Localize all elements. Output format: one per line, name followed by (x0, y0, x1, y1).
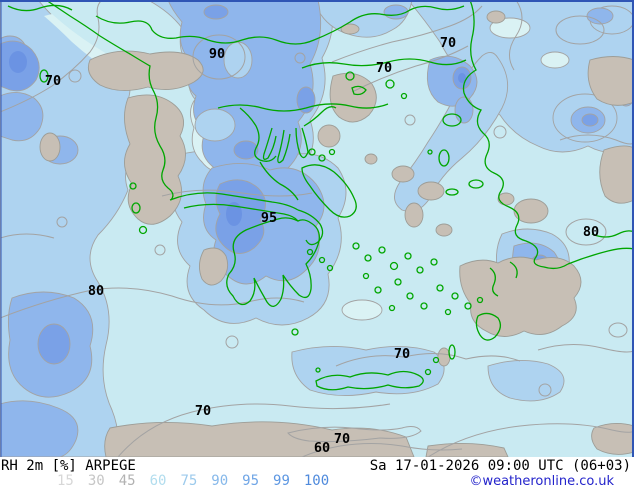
map-frame (0, 0, 634, 457)
contour-label: 90 (209, 46, 225, 62)
contour-label: 60 (314, 440, 330, 456)
copyright-link[interactable]: ©weatheronline.co.uk (469, 474, 614, 489)
datetime-label: Sa 17-01-2026 09:00 UTC (06+03) (369, 458, 631, 474)
contour-label: 80 (88, 283, 104, 299)
legend-value: 90 (211, 473, 229, 489)
contour-line-layer (0, 0, 634, 457)
product-label: RH 2m [%] ARPEGE (1, 458, 136, 474)
legend-value: 100 (303, 473, 330, 489)
coastline-layer (7, 0, 634, 391)
legend-value: 30 (87, 473, 105, 489)
contour-label: 70 (394, 346, 410, 362)
humidity-legend: 15 30 45 60 75 90 95 99 100 (57, 473, 329, 489)
humidity-fill-layer (0, 0, 634, 457)
legend-value: 75 (180, 473, 198, 489)
map-area: 70 90 70 70 95 80 80 70 70 70 60 (0, 0, 634, 457)
contour-label: 70 (195, 403, 211, 419)
contour-label: 70 (45, 73, 61, 89)
contour-label: 95 (261, 210, 277, 226)
legend-value: 95 (242, 473, 260, 489)
contour-label: 70 (440, 35, 456, 51)
contour-label: 70 (334, 431, 350, 447)
legend-value: 60 (149, 473, 167, 489)
legend-value: 15 (57, 473, 74, 489)
footer-bar: RH 2m [%] ARPEGE Sa 17-01-2026 09:00 UTC… (0, 457, 634, 490)
legend-value: 45 (118, 473, 136, 489)
legend-value: 99 (273, 473, 290, 489)
contour-label: 80 (583, 224, 599, 240)
contour-label: 70 (376, 60, 392, 76)
